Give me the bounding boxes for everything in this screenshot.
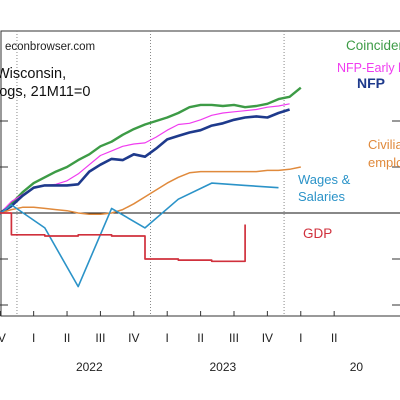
series-label-nfp_early: NFP-Early b	[337, 61, 400, 75]
source-label: econbrowser.com	[5, 41, 95, 53]
series-line-nfp	[0, 108, 290, 215]
series-label-coincident: Coincident	[346, 38, 400, 53]
series-label-civilian: Civilian employment	[368, 137, 400, 170]
series-line-civilian	[0, 166, 301, 215]
series-label-wages: Wages & Salaries	[298, 172, 351, 204]
series-label-civilian-line-2: employment	[368, 155, 400, 170]
x-tick-label: I	[32, 331, 35, 345]
x-tick-label: IV	[0, 331, 6, 345]
x-year-label: 2023	[210, 360, 237, 374]
x-tick-label: IV	[128, 331, 139, 345]
series-line-gdp	[0, 212, 246, 263]
x-tick-label: IV	[262, 331, 273, 345]
chart-subtitle-line-1: Wisconsin,	[0, 66, 66, 82]
x-year-label: 20	[350, 360, 364, 374]
series-label-gdp: GDP	[303, 226, 332, 241]
x-tick-label: III	[229, 331, 239, 345]
series-line-wages	[0, 182, 279, 288]
series-line-coincident	[0, 86, 302, 215]
x-tick-label: I	[166, 331, 169, 345]
chart-subtitle-line-2: logs, 21M11=0	[0, 84, 90, 100]
series-label-civilian-line-1: Civilian	[368, 137, 400, 152]
x-tick-label: II	[331, 331, 338, 345]
x-year-label: 2022	[76, 360, 103, 374]
x-tick-label: III	[95, 331, 105, 345]
x-tick-label: II	[64, 331, 71, 345]
series-label-nfp: NFP	[357, 75, 385, 91]
series-label-wages-line-2: Salaries	[298, 189, 345, 204]
series-label-wages-line-1: Wages &	[298, 172, 351, 187]
x-tick-label: II	[197, 331, 204, 345]
x-tick-label: I	[299, 331, 302, 345]
